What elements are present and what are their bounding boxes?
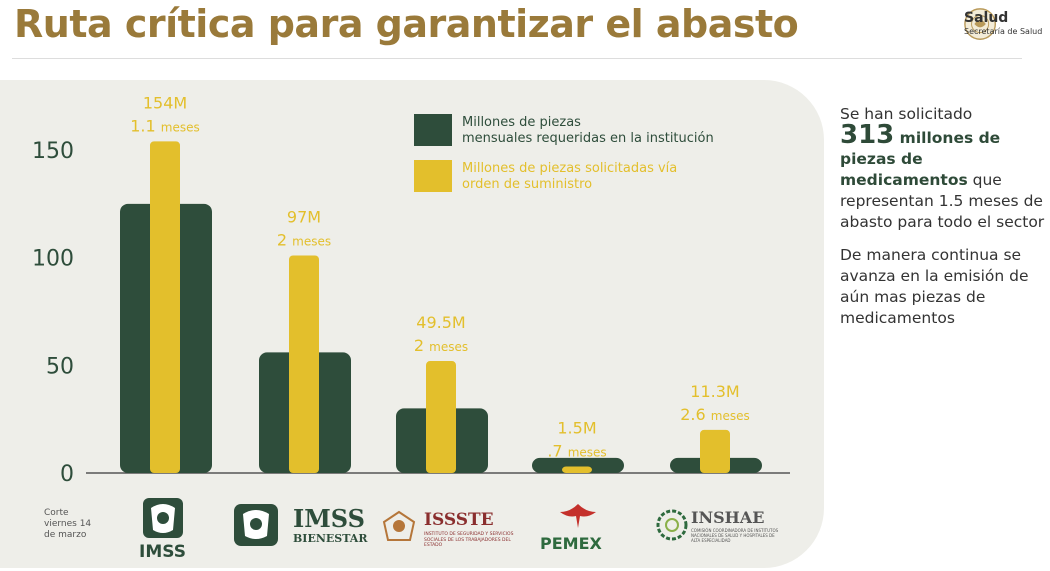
footnote-corte: Corte viernes 14 de marzo — [44, 508, 92, 540]
bar-requested-imss — [150, 141, 180, 473]
issste-logo: ISSSTE INSTITUTO DE SEGURIDAD Y SERVICIO… — [380, 508, 520, 552]
y-tick-label: 100 — [32, 247, 74, 272]
pemex-logo: PEMEX — [540, 504, 620, 553]
y-tick-label: 0 — [60, 462, 74, 487]
summary-paragraph-2: De manera continua se avanza en la emisi… — [840, 246, 1029, 327]
data-label-value: 154M — [143, 93, 187, 112]
legend-swatch-required — [414, 114, 452, 146]
data-label-months: 2 meses — [414, 336, 468, 355]
bar-requested-pemex — [562, 466, 592, 473]
issste-subtext: INSTITUTO DE SEGURIDAD Y SERVICIOS SOCIA… — [424, 532, 514, 548]
imss-bienestar-text-2: BIENESTAR — [293, 532, 368, 545]
data-label-months: 2.6 meses — [680, 405, 750, 424]
legend-swatch-requested — [414, 160, 452, 192]
summary-paragraph-1: Se han solicitado 313 millones de piezas… — [840, 104, 1045, 233]
imss-emblem-icon — [143, 498, 183, 538]
bar-required-pemex — [532, 457, 624, 473]
inshae-text: INSHAE — [691, 508, 765, 527]
header-divider — [12, 58, 1022, 59]
data-label-months: 1.1 meses — [130, 116, 200, 135]
data-label-months: 2 meses — [277, 231, 331, 250]
agency-name: Salud — [964, 10, 1009, 26]
data-label-months: .7 meses — [547, 442, 606, 461]
bar-chart: 0 50 100 150 154M 1.1 meses 97M 2 meses 49.5M 2 m… — [32, 93, 790, 487]
pemex-eagle-icon — [560, 504, 596, 528]
agency-subtitle: Secretaría de Salud — [964, 27, 1043, 36]
imss-logo: IMSS — [137, 498, 193, 564]
y-tick-label: 150 — [32, 139, 74, 164]
imss-bienestar-emblem-icon — [234, 504, 278, 546]
issste-emblem-icon — [382, 510, 416, 541]
legend-label-requested: Millones de piezas solicitadas vía orden … — [462, 161, 677, 192]
y-tick-label: 50 — [46, 354, 74, 379]
issste-text: ISSSTE — [424, 510, 494, 530]
salud-emblem-icon — [964, 8, 997, 40]
legend-label-required: Millones de piezas mensuales requeridas e… — [462, 115, 714, 146]
data-label-value: 11.3M — [690, 382, 739, 401]
pemex-text: PEMEX — [540, 534, 602, 553]
summary-rest: que representan 1.5 meses de abasto para… — [840, 171, 1045, 231]
inshae-logo: INSHAE COMISIÓN COORDINADORA DE INSTITUT… — [655, 508, 785, 548]
data-label-value: 49.5M — [416, 313, 465, 332]
summary-bold-text: millones de piezas de medicamentos — [840, 129, 1001, 189]
inshae-subtext: COMISIÓN COORDINADORA DE INSTITUTOS NACI… — [691, 528, 779, 543]
data-label-value: 97M — [287, 208, 321, 227]
bar-requested-issste — [426, 361, 456, 473]
bar-requested-imss-bienestar — [289, 255, 319, 473]
data-label-value: 1.5M — [557, 419, 596, 438]
imss-logo-text: IMSS — [139, 542, 186, 562]
bar-requested-inshae — [700, 429, 730, 473]
inshae-emblem-icon — [656, 509, 688, 541]
imss-bienestar-text-1: IMSS — [293, 504, 365, 533]
summary-intro: Se han solicitado — [840, 105, 973, 123]
summary-total: 313 — [840, 120, 895, 150]
side-summary: Se han solicitado 313 millones de piezas… — [840, 104, 1045, 341]
imss-bienestar-logo: IMSS BIENESTAR — [233, 502, 367, 550]
page-title: Ruta crítica para garantizar el abasto — [14, 2, 799, 46]
